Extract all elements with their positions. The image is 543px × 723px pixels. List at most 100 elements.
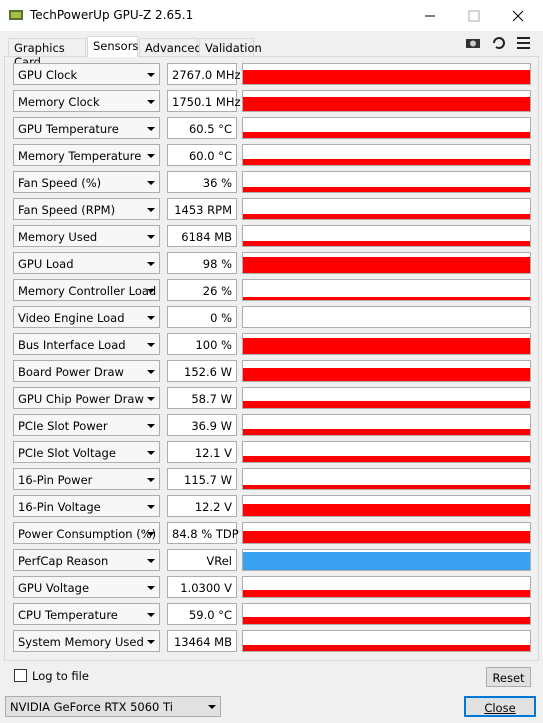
sensor-graph bbox=[242, 171, 531, 193]
sensor-value: 84.8 % TDP bbox=[167, 522, 239, 544]
sensor-graph bbox=[242, 198, 531, 220]
sensor-graph bbox=[242, 495, 531, 517]
sensor-name[interactable]: Memory Controller Load bbox=[13, 279, 160, 301]
sensor-name[interactable]: GPU Chip Power Draw bbox=[13, 387, 160, 409]
sensor-name[interactable]: System Memory Used bbox=[13, 630, 160, 652]
sensor-graph bbox=[242, 225, 531, 247]
sensor-graph bbox=[242, 387, 531, 409]
sensor-value: VRel bbox=[167, 549, 237, 571]
sensor-graph bbox=[242, 468, 531, 490]
graph-fill bbox=[243, 617, 530, 624]
dropdown-arrow bbox=[147, 532, 155, 536]
log-label: Log to file bbox=[32, 669, 89, 683]
sensor-name[interactable]: Fan Speed (%) bbox=[13, 171, 160, 193]
dropdown-arrow bbox=[147, 316, 155, 320]
sensor-value: 0 % bbox=[167, 306, 237, 328]
close-button[interactable]: Close bbox=[464, 696, 536, 717]
gpu-name: NVIDIA GeForce RTX 5060 Ti bbox=[10, 700, 173, 714]
graph-fill bbox=[243, 187, 530, 192]
sensor-name[interactable]: GPU Temperature bbox=[13, 117, 160, 139]
sensor-name[interactable]: Memory Temperature bbox=[13, 144, 160, 166]
dropdown-arrow bbox=[147, 181, 155, 185]
sensor-name[interactable]: Board Power Draw bbox=[13, 360, 160, 382]
graph-fill bbox=[243, 257, 530, 273]
dropdown-arrow bbox=[147, 370, 155, 374]
graph-fill bbox=[243, 456, 530, 462]
sensor-value: 26 % bbox=[167, 279, 237, 301]
tab[interactable]: Advanced bbox=[139, 38, 202, 57]
sensor-name[interactable]: Power Consumption (%) bbox=[13, 522, 160, 544]
sensor-value: 58.7 W bbox=[167, 387, 237, 409]
sensor-graph bbox=[242, 576, 531, 598]
graph-fill bbox=[243, 504, 530, 516]
sensor-graph bbox=[242, 90, 531, 112]
sensor-value: 6184 MB bbox=[167, 225, 237, 247]
dropdown-arrow bbox=[147, 289, 155, 293]
sensor-graph bbox=[242, 279, 531, 301]
sensor-name[interactable]: 16-Pin Voltage bbox=[13, 495, 160, 517]
graph-fill bbox=[243, 485, 530, 489]
sensor-value: 1.0300 V bbox=[167, 576, 237, 598]
reset-button[interactable]: Reset bbox=[486, 667, 531, 687]
tab[interactable]: Graphics Card bbox=[8, 38, 86, 69]
sensor-graph bbox=[242, 549, 531, 571]
graph-fill bbox=[243, 241, 530, 246]
sensor-graph bbox=[242, 117, 531, 139]
sensor-value: 1750.1 MHz bbox=[167, 90, 241, 112]
title-bar: TechPowerUp GPU-Z 2.65.1 bbox=[0, 0, 543, 31]
sensor-graph bbox=[242, 441, 531, 463]
sensor-value: 2767.0 MHz bbox=[167, 63, 241, 85]
sensor-graph bbox=[242, 522, 531, 544]
sensor-graph bbox=[242, 63, 531, 85]
dropdown-arrow bbox=[147, 397, 155, 401]
graph-fill bbox=[243, 159, 530, 165]
graph-fill bbox=[243, 132, 530, 138]
toolbar-icons[interactable] bbox=[464, 35, 536, 51]
sensor-name[interactable]: PerfCap Reason bbox=[13, 549, 160, 571]
sensor-name[interactable]: Memory Used bbox=[13, 225, 160, 247]
dropdown-arrow bbox=[147, 478, 155, 482]
sensor-value: 98 % bbox=[167, 252, 237, 274]
dropdown-arrow bbox=[147, 127, 155, 131]
graph-fill bbox=[243, 97, 530, 111]
sensor-name[interactable]: CPU Temperature bbox=[13, 603, 160, 625]
dropdown-arrow bbox=[147, 505, 155, 509]
dropdown-arrow bbox=[147, 559, 155, 563]
sensor-value: 1453 RPM bbox=[167, 198, 237, 220]
window-controls[interactable] bbox=[410, 6, 535, 26]
graph-fill bbox=[243, 214, 530, 219]
sensor-name[interactable]: GPU Voltage bbox=[13, 576, 160, 598]
dropdown-arrow bbox=[147, 640, 155, 644]
tab[interactable]: Sensors bbox=[87, 36, 138, 57]
sensor-value: 115.7 W bbox=[167, 468, 237, 490]
sensor-value: 36 % bbox=[167, 171, 237, 193]
graph-fill bbox=[243, 297, 530, 300]
dropdown-arrow bbox=[147, 451, 155, 455]
sensor-name[interactable]: Video Engine Load bbox=[13, 306, 160, 328]
tab[interactable]: Validation bbox=[199, 38, 262, 57]
sensor-name[interactable]: Fan Speed (RPM) bbox=[13, 198, 160, 220]
sensor-name[interactable]: GPU Load bbox=[13, 252, 160, 274]
sensor-graph bbox=[242, 252, 531, 274]
app-icon bbox=[9, 10, 23, 20]
sensor-name[interactable]: GPU Clock bbox=[13, 63, 160, 85]
sensor-name[interactable]: PCIe Slot Power bbox=[13, 414, 160, 436]
sensor-graph bbox=[242, 144, 531, 166]
sensor-graph bbox=[242, 603, 531, 625]
sensor-value: 36.9 W bbox=[167, 414, 237, 436]
gpu-select[interactable]: NVIDIA GeForce RTX 5060 Ti bbox=[5, 696, 221, 717]
dropdown-arrow bbox=[147, 100, 155, 104]
sensor-value: 60.0 °C bbox=[167, 144, 237, 166]
log-checkbox[interactable] bbox=[14, 669, 27, 682]
graph-fill bbox=[243, 531, 530, 543]
dropdown-arrow bbox=[147, 154, 155, 158]
sensor-graph bbox=[242, 333, 531, 355]
dropdown-arrow bbox=[147, 73, 155, 77]
graph-fill bbox=[243, 429, 530, 435]
sensor-name[interactable]: Bus Interface Load bbox=[13, 333, 160, 355]
dropdown-arrow bbox=[147, 262, 155, 266]
sensor-name[interactable]: 16-Pin Power bbox=[13, 468, 160, 490]
graph-fill bbox=[243, 70, 530, 84]
sensor-name[interactable]: Memory Clock bbox=[13, 90, 160, 112]
sensor-name[interactable]: PCIe Slot Voltage bbox=[13, 441, 160, 463]
